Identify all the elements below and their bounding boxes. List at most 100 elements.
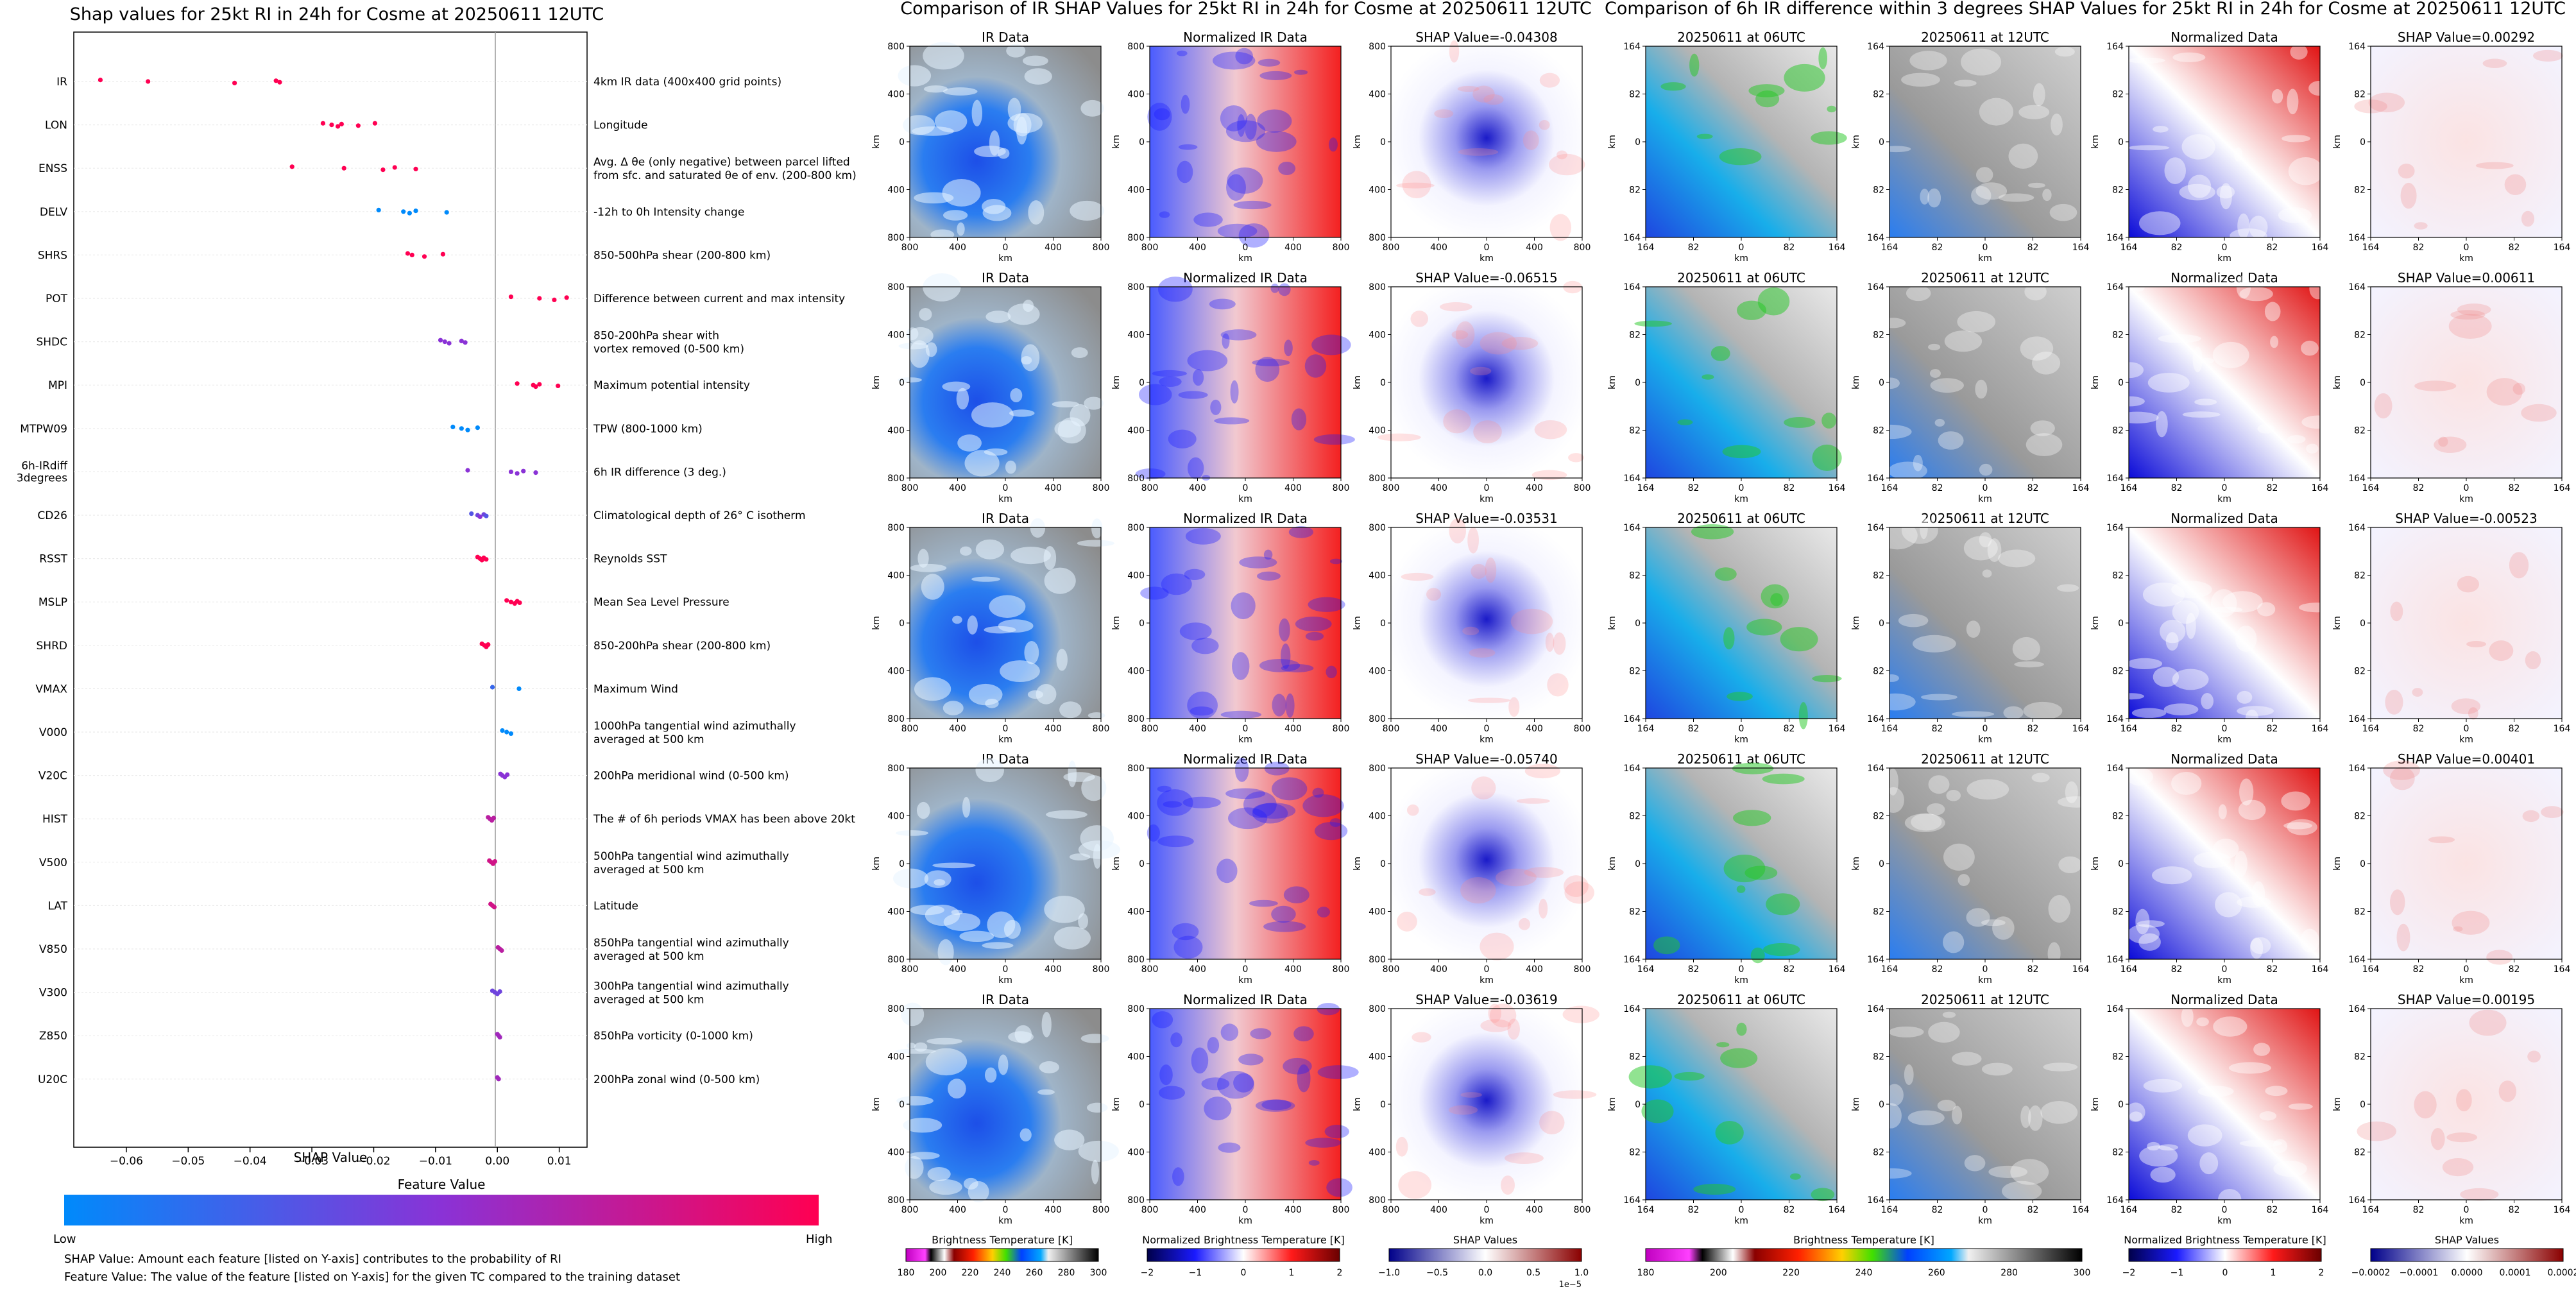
texture xyxy=(2468,707,2478,720)
texture xyxy=(2115,411,2159,423)
y-tick-label: 164 xyxy=(1623,474,1641,484)
y-tick-label: 400 xyxy=(1127,812,1145,822)
texture xyxy=(1920,694,1958,701)
feature-name: U20C xyxy=(38,1073,67,1086)
texture xyxy=(2504,174,2527,196)
x-tick-label: 400 xyxy=(949,964,966,975)
y-tick-label: 800 xyxy=(1369,42,1386,52)
texture xyxy=(1036,684,1057,704)
texture xyxy=(1733,810,1771,826)
texture xyxy=(1653,936,1680,955)
y-axis-label: km xyxy=(1607,857,1617,871)
x-tick-label: 82 xyxy=(1932,1205,1943,1215)
footnote-feature: Feature Value: The value of the feature … xyxy=(64,1270,680,1284)
colorbar-tick: 0.0 xyxy=(1478,1268,1492,1278)
texture xyxy=(2143,1079,2183,1093)
texture xyxy=(1305,631,1324,641)
texture xyxy=(1227,167,1263,194)
texture xyxy=(1237,114,1245,137)
panel-title: Normalized Data xyxy=(2171,992,2278,1007)
texture xyxy=(1278,283,1291,296)
texture xyxy=(1539,1111,1565,1134)
y-tick-label: 164 xyxy=(2348,233,2366,243)
x-tick-label: 164 xyxy=(1881,1205,1898,1215)
colorbar-tick: 200 xyxy=(930,1268,947,1278)
texture xyxy=(1480,1019,1512,1032)
texture xyxy=(2002,1181,2042,1202)
texture xyxy=(2457,303,2491,316)
shap-point xyxy=(376,207,381,212)
y-tick-label: 400 xyxy=(1127,90,1145,100)
x-tick-label: 0 xyxy=(2222,1205,2228,1215)
texture xyxy=(1291,408,1307,431)
texture xyxy=(1226,174,1246,201)
y-tick-label: 164 xyxy=(1623,764,1641,774)
texture xyxy=(2131,708,2167,718)
texture xyxy=(2389,889,2405,916)
texture xyxy=(1044,896,1085,923)
y-axis-label: km xyxy=(1111,135,1122,149)
shap-point xyxy=(447,341,452,346)
x-tick-label: 400 xyxy=(1526,243,1543,253)
texture xyxy=(1714,567,1737,581)
texture xyxy=(1021,344,1040,371)
texture xyxy=(1562,1005,1599,1023)
texture xyxy=(1531,470,1567,481)
x-tick-label: 0 xyxy=(1003,964,1009,975)
texture xyxy=(2181,134,2215,160)
texture xyxy=(1870,424,1912,440)
shap-summary-plot: Shap values for 25kt RI in 24h for Cosme… xyxy=(17,4,857,1284)
texture xyxy=(1091,518,1103,538)
feature-description: Reynolds SST xyxy=(593,553,667,566)
texture xyxy=(1252,803,1288,824)
texture xyxy=(943,210,968,221)
x-tick-label: 82 xyxy=(2413,724,2425,734)
texture xyxy=(2250,937,2264,959)
texture xyxy=(2218,804,2227,819)
texture xyxy=(1279,618,1290,642)
y-axis-label: km xyxy=(2332,135,2342,149)
y-tick-label: 400 xyxy=(1369,330,1386,341)
texture xyxy=(1270,284,1279,293)
y-axis-label: km xyxy=(1352,375,1363,389)
x-tick-label: 164 xyxy=(2312,243,2329,253)
y-tick-label: 400 xyxy=(887,812,905,822)
x-tick-label: 800 xyxy=(1574,243,1591,253)
y-tick-label: 800 xyxy=(887,282,905,293)
x-tick-label: 164 xyxy=(1881,243,1898,253)
x-tick-label: 82 xyxy=(2413,483,2425,493)
x-tick-label: 400 xyxy=(949,483,966,493)
colorbar-tick: −0.0001 xyxy=(2400,1268,2439,1278)
texture xyxy=(1501,337,1539,350)
y-tick-label: 800 xyxy=(887,714,905,724)
texture xyxy=(1185,527,1221,545)
texture xyxy=(2028,1105,2043,1131)
texture xyxy=(1480,932,1514,960)
texture xyxy=(1568,453,1584,463)
panel-title: SHAP Value=-0.03531 xyxy=(1415,511,1557,526)
texture xyxy=(967,615,978,635)
texture xyxy=(1009,409,1035,417)
y-tick-label: 164 xyxy=(1867,955,1884,965)
texture xyxy=(1927,188,1941,208)
texture xyxy=(2278,207,2312,223)
texture xyxy=(896,1096,934,1106)
y-tick-label: 82 xyxy=(1629,1148,1641,1158)
y-tick-label: 800 xyxy=(1369,282,1386,293)
texture xyxy=(1501,1175,1515,1195)
y-axis-label: km xyxy=(1352,857,1363,871)
texture xyxy=(2031,773,2050,783)
feature-description: 850-500hPa shear (200-800 km) xyxy=(593,249,771,262)
texture xyxy=(1471,776,1496,799)
texture xyxy=(2498,1080,2517,1102)
panel-title: Normalized IR Data xyxy=(1183,30,1308,45)
y-tick-label: 400 xyxy=(1369,90,1386,100)
colorbar-tick: −1 xyxy=(1189,1268,1202,1278)
map-image xyxy=(2371,1009,2562,1200)
texture xyxy=(2042,189,2052,201)
y-tick-label: 0 xyxy=(2118,1100,2124,1110)
texture xyxy=(1944,330,1983,352)
y-tick-label: 0 xyxy=(1879,378,1884,388)
texture xyxy=(2400,182,2417,209)
